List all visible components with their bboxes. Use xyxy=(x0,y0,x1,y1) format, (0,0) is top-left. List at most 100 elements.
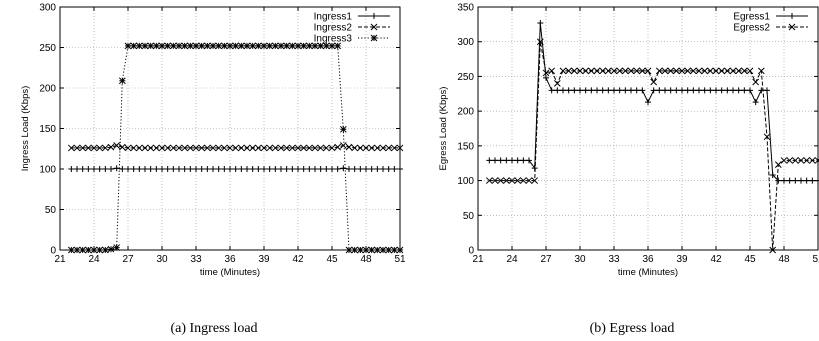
egress-data-point xyxy=(639,87,646,94)
egress-data-point xyxy=(599,87,606,94)
ingress-data-point xyxy=(396,144,404,152)
egress-x-tick-label: 36 xyxy=(642,254,654,265)
ingress-data-point xyxy=(198,42,206,50)
ingress-data-point xyxy=(397,166,403,172)
egress-data-point xyxy=(520,157,527,164)
ingress-legend-label: Ingress1 xyxy=(314,12,353,23)
egress-y-tick-label: 0 xyxy=(468,246,474,257)
ingress-data-point xyxy=(283,42,291,50)
egress-data-point xyxy=(509,157,515,164)
egress-data-point xyxy=(713,87,719,94)
ingress-data-point xyxy=(345,143,353,151)
egress-data-point xyxy=(718,87,725,94)
egress-series-line xyxy=(489,41,818,251)
ingress-data-point xyxy=(351,166,358,172)
egress-data-point xyxy=(780,157,788,164)
egress-data-point xyxy=(650,78,658,86)
egress-data-point xyxy=(485,177,493,184)
ingress-x-tick-label: 24 xyxy=(88,254,100,265)
ingress-data-point xyxy=(107,143,115,151)
ingress-data-point xyxy=(237,144,245,152)
ingress-y-tick-label: 100 xyxy=(39,165,56,176)
egress-data-point xyxy=(577,87,583,94)
ingress-data-point xyxy=(84,246,92,254)
ingress-data-point xyxy=(192,42,200,50)
egress-x-tick-label: 21 xyxy=(472,254,484,265)
ingress-data-point xyxy=(356,246,364,254)
ingress-data-point xyxy=(346,166,352,172)
egress-legend-marker xyxy=(789,13,795,19)
egress-data-point xyxy=(723,67,731,75)
egress-data-point xyxy=(536,38,544,46)
ingress-data-point xyxy=(345,246,353,254)
ingress-data-point xyxy=(226,144,234,152)
egress-data-point xyxy=(769,172,776,179)
ingress-data-point xyxy=(373,144,381,152)
egress-data-point xyxy=(808,157,816,164)
ingress-data-point xyxy=(73,144,81,152)
ingress-data-point xyxy=(169,42,177,50)
ingress-y-tick-label: 150 xyxy=(39,124,56,135)
egress-legend-label: Egress1 xyxy=(733,12,770,23)
egress-data-point xyxy=(747,87,753,94)
egress-data-point xyxy=(741,87,748,94)
egress-data-point xyxy=(514,157,521,164)
egress-data-point xyxy=(633,67,641,75)
ingress-y-tick-label: 200 xyxy=(39,84,56,95)
ingress-data-point xyxy=(135,144,143,152)
egress-series-2 xyxy=(485,38,819,254)
caption-b: (b) Egress load xyxy=(590,321,675,336)
egress-data-point xyxy=(792,177,799,184)
egress-data-point xyxy=(689,67,697,75)
egress-data-point xyxy=(735,87,742,94)
ingress-data-point xyxy=(91,166,97,172)
ingress-data-point xyxy=(130,144,138,152)
ingress-data-point xyxy=(368,166,375,172)
ingress-data-point xyxy=(67,144,75,152)
ingress-data-point xyxy=(306,166,313,172)
ingress-data-point xyxy=(164,42,172,50)
ingress-data-point xyxy=(328,144,336,152)
ingress-data-point xyxy=(356,144,364,152)
ingress-series-2 xyxy=(67,142,404,152)
ingress-data-point xyxy=(288,144,296,152)
egress-data-point xyxy=(503,157,510,164)
egress-data-point xyxy=(599,67,607,75)
ingress-x-tick-label: 42 xyxy=(292,254,304,265)
egress-y-tick-label: 200 xyxy=(457,107,474,118)
ingress-x-tick-label: 48 xyxy=(360,254,372,265)
ingress-data-point xyxy=(68,166,75,172)
ingress-data-point xyxy=(261,166,267,172)
egress-data-point xyxy=(537,19,544,26)
ingress-data-point xyxy=(102,166,109,172)
ingress-data-point xyxy=(260,144,268,152)
egress-data-point xyxy=(662,87,668,94)
ingress-data-point xyxy=(220,42,228,50)
ingress-data-point xyxy=(277,144,285,152)
egress-data-point xyxy=(656,87,663,94)
ingress-data-point xyxy=(385,166,392,172)
egress-data-point xyxy=(594,87,600,94)
ingress-chart: 21 24 27 30 33 36 39 42 45 48 51 0 50 100 150 200 250 300… xyxy=(20,3,406,279)
ingress-data-point xyxy=(255,166,262,172)
egress-data-point xyxy=(621,67,629,75)
egress-data-point xyxy=(548,67,556,75)
ingress-data-point xyxy=(158,144,166,152)
ingress-data-point xyxy=(187,166,194,172)
egress-series-line xyxy=(489,22,818,182)
egress-data-point xyxy=(764,87,770,94)
ingress-data-point xyxy=(141,42,149,50)
ingress-data-point xyxy=(135,42,143,50)
ingress-data-point xyxy=(147,42,155,50)
egress-data-point xyxy=(746,67,754,75)
ingress-series-3 xyxy=(67,42,404,254)
ingress-x-tick-label: 45 xyxy=(326,254,338,265)
ingress-data-point xyxy=(107,245,115,253)
ingress-data-point xyxy=(266,42,274,50)
ingress-data-point xyxy=(152,42,160,50)
ingress-data-point xyxy=(271,144,279,152)
ingress-data-point xyxy=(288,42,296,50)
ingress-data-point xyxy=(209,42,217,50)
ingress-data-point xyxy=(237,42,245,50)
egress-data-point xyxy=(684,67,692,75)
